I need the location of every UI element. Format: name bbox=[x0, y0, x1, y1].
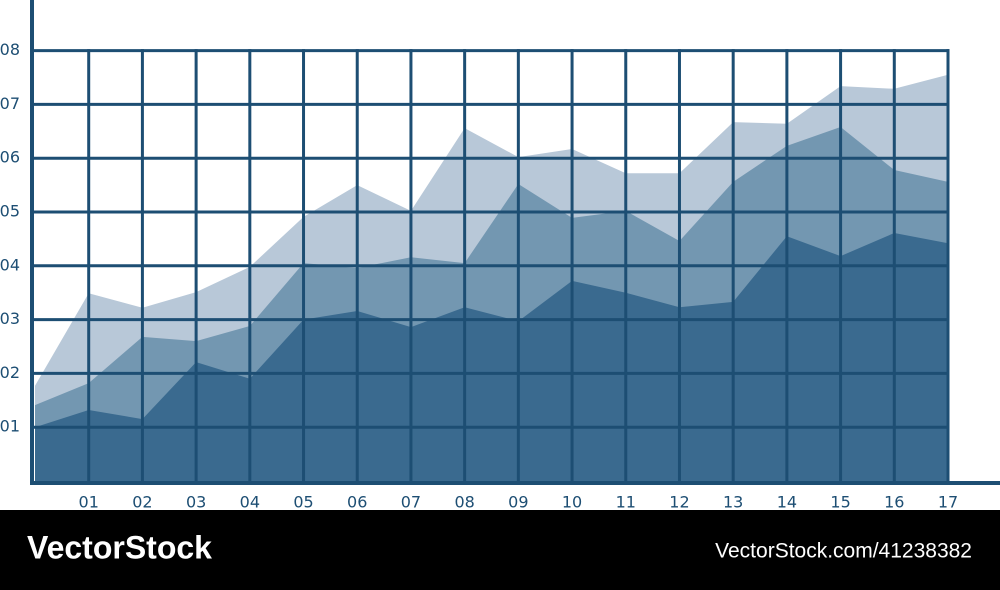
x-tick-label: 11 bbox=[616, 493, 636, 512]
x-tick-label: 15 bbox=[830, 493, 850, 512]
y-tick-label: 05 bbox=[0, 202, 20, 221]
x-tick-label: 12 bbox=[669, 493, 689, 512]
watermark-bar bbox=[0, 510, 1000, 590]
x-tick-label: 09 bbox=[508, 493, 528, 512]
x-tick-label: 06 bbox=[347, 493, 367, 512]
y-tick-label: 02 bbox=[0, 363, 20, 382]
y-tick-label: 01 bbox=[0, 417, 20, 436]
x-tick-label: 07 bbox=[401, 493, 421, 512]
x-tick-label: 17 bbox=[938, 493, 958, 512]
watermark-brand: VectorStock bbox=[27, 529, 212, 565]
x-tick-label: 13 bbox=[723, 493, 743, 512]
x-tick-label: 14 bbox=[777, 493, 797, 512]
y-tick-label: 04 bbox=[0, 255, 20, 274]
x-tick-label: 16 bbox=[884, 493, 904, 512]
x-tick-label: 04 bbox=[240, 493, 260, 512]
y-tick-label: 03 bbox=[0, 309, 20, 328]
y-tick-label: 08 bbox=[0, 40, 20, 59]
watermark-url: VectorStock.com/41238382 bbox=[715, 540, 972, 563]
x-tick-label: 05 bbox=[293, 493, 313, 512]
x-tick-label: 01 bbox=[79, 493, 99, 512]
area bbox=[35, 232, 948, 483]
x-tick-label: 02 bbox=[132, 493, 152, 512]
y-tick-label: 06 bbox=[0, 148, 20, 167]
x-tick-label: 03 bbox=[186, 493, 206, 512]
y-tick-label: 07 bbox=[0, 94, 20, 113]
x-tick-label: 10 bbox=[562, 493, 582, 512]
x-tick-label: 08 bbox=[454, 493, 474, 512]
